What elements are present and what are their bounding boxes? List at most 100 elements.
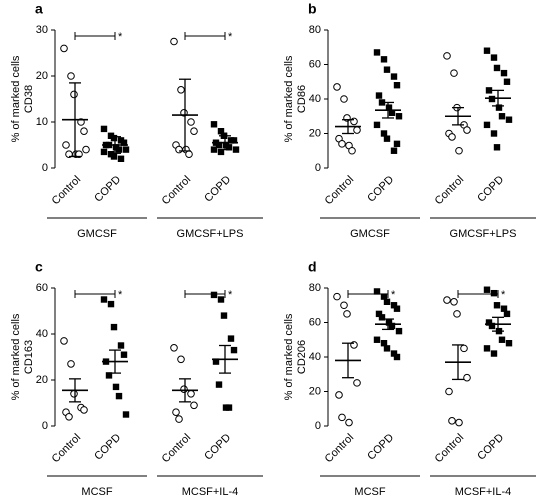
point bbox=[503, 78, 511, 85]
point bbox=[393, 82, 401, 89]
point bbox=[493, 64, 501, 72]
point bbox=[340, 301, 348, 310]
point bbox=[175, 145, 183, 154]
group-label: MCSF+IL-4 bbox=[182, 486, 239, 498]
point bbox=[490, 289, 498, 297]
point bbox=[373, 49, 381, 56]
x-tick-label: Control bbox=[160, 432, 194, 466]
panel-label: b bbox=[308, 1, 317, 17]
point bbox=[348, 146, 356, 155]
y-tick-label: 0 bbox=[42, 420, 48, 432]
group-label: GMCSF bbox=[77, 228, 117, 240]
point bbox=[67, 72, 75, 80]
point bbox=[375, 310, 383, 318]
point bbox=[505, 340, 513, 347]
point bbox=[172, 408, 180, 417]
x-tick-label: COPD bbox=[475, 432, 506, 463]
significance-label: * bbox=[501, 289, 506, 301]
y-tick-label: 60 bbox=[309, 316, 321, 328]
point bbox=[380, 56, 388, 63]
point bbox=[490, 350, 498, 357]
point bbox=[383, 66, 391, 73]
point bbox=[395, 327, 403, 335]
point bbox=[170, 37, 178, 46]
point bbox=[488, 95, 496, 103]
point bbox=[122, 411, 130, 418]
point bbox=[443, 52, 451, 60]
point bbox=[383, 135, 391, 142]
point bbox=[220, 312, 228, 319]
y-tick-label: 0 bbox=[315, 162, 321, 174]
point bbox=[390, 350, 398, 357]
point bbox=[190, 127, 198, 135]
point bbox=[230, 346, 238, 354]
x-tick-label: COPD bbox=[92, 174, 123, 205]
group-label: MCSF+IL-4 bbox=[455, 486, 512, 498]
point bbox=[187, 118, 195, 126]
point bbox=[112, 383, 120, 391]
point bbox=[333, 292, 341, 301]
point bbox=[463, 373, 471, 382]
point bbox=[177, 355, 185, 364]
y-tick-label: 20 bbox=[309, 385, 321, 397]
point bbox=[378, 314, 386, 321]
y-axis-label: CD206 bbox=[296, 340, 308, 374]
point bbox=[100, 125, 108, 133]
point bbox=[395, 113, 403, 120]
point bbox=[232, 146, 240, 153]
y-tick-label: 40 bbox=[309, 93, 321, 105]
point bbox=[225, 404, 233, 411]
point bbox=[385, 104, 393, 111]
x-tick-label: Control bbox=[433, 174, 467, 208]
point bbox=[65, 413, 73, 421]
point bbox=[110, 153, 118, 160]
point bbox=[498, 113, 506, 120]
x-tick-label: Control bbox=[50, 432, 84, 466]
point bbox=[70, 390, 78, 398]
point bbox=[388, 322, 396, 330]
point bbox=[110, 134, 118, 142]
x-tick-label: COPD bbox=[202, 432, 233, 463]
point bbox=[60, 337, 68, 345]
point bbox=[187, 390, 195, 398]
y-tick-label: 40 bbox=[36, 328, 48, 340]
point bbox=[383, 345, 391, 352]
point bbox=[483, 47, 491, 54]
point bbox=[493, 302, 501, 309]
y-tick-label: 60 bbox=[309, 58, 321, 70]
y-tick-label: 20 bbox=[309, 127, 321, 139]
point bbox=[505, 116, 513, 123]
y-tick-label: 20 bbox=[36, 70, 48, 82]
panel-label: a bbox=[35, 1, 43, 17]
point bbox=[455, 146, 463, 155]
x-tick-label: Control bbox=[433, 432, 467, 466]
point bbox=[212, 358, 220, 365]
point bbox=[500, 69, 508, 77]
point bbox=[373, 336, 381, 343]
point bbox=[353, 379, 361, 387]
point bbox=[122, 146, 130, 153]
point bbox=[450, 69, 458, 77]
y-tick-label: 10 bbox=[36, 116, 48, 128]
point bbox=[380, 130, 388, 137]
point bbox=[493, 144, 501, 151]
point bbox=[75, 150, 83, 158]
point bbox=[117, 342, 125, 349]
y-tick-label: 0 bbox=[315, 420, 321, 432]
point bbox=[215, 141, 223, 149]
point bbox=[115, 392, 123, 400]
point bbox=[445, 387, 453, 396]
point bbox=[115, 146, 123, 153]
point bbox=[383, 298, 391, 305]
point bbox=[82, 145, 90, 154]
point bbox=[448, 133, 456, 141]
point bbox=[485, 319, 493, 326]
y-tick-label: 30 bbox=[36, 24, 48, 36]
point bbox=[340, 95, 348, 103]
significance-label: * bbox=[391, 289, 396, 301]
x-tick-label: COPD bbox=[475, 174, 506, 205]
point bbox=[190, 401, 198, 410]
point bbox=[345, 418, 353, 427]
significance-label: * bbox=[118, 31, 123, 43]
point bbox=[338, 413, 346, 422]
